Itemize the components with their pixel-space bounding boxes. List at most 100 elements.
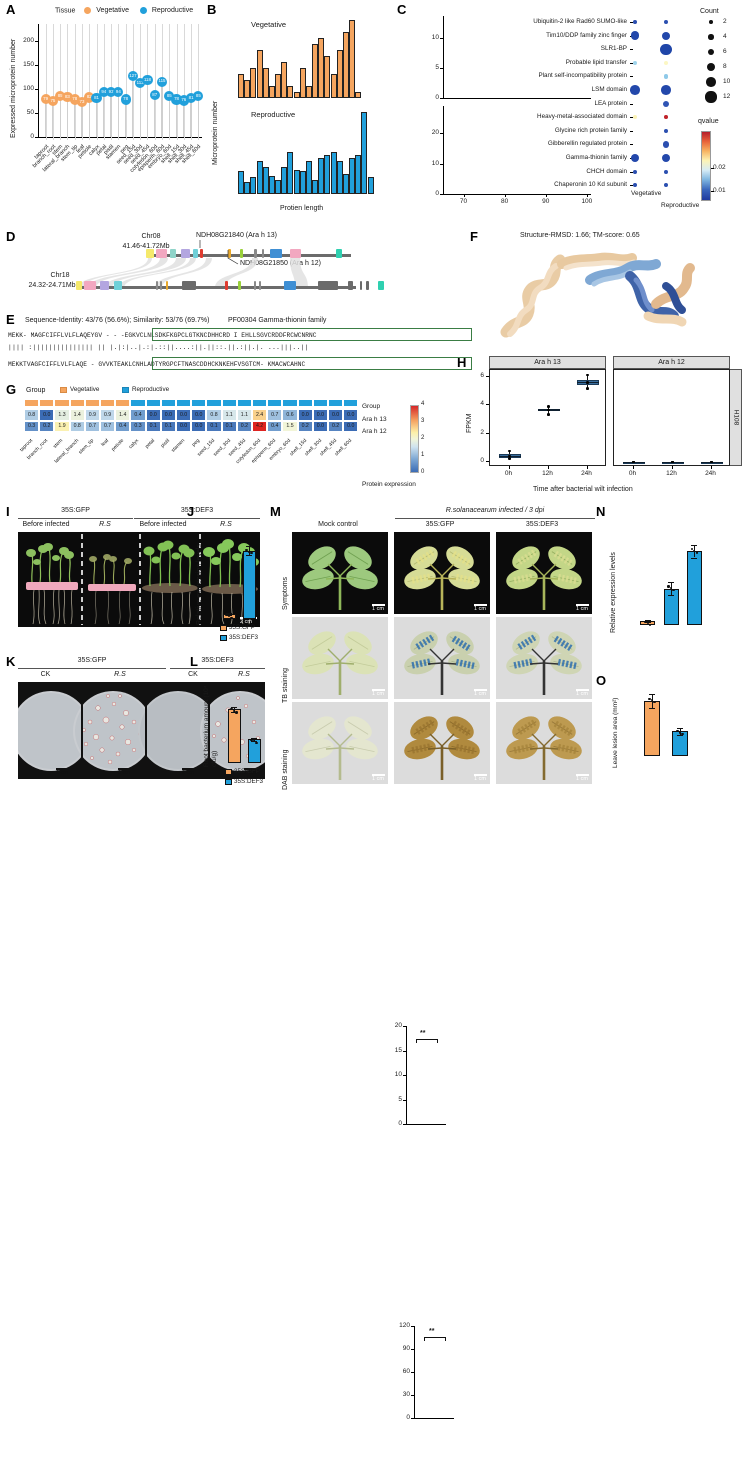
panel-b-bar [312,43,319,98]
panel-i-sub-0: Before infected [22,521,70,528]
panel-m-cell-tb-2: 1 cm [496,617,592,699]
panel-a-ytick [35,137,38,138]
panel-h-ytick [486,404,489,406]
panel-c-row-tick [630,76,633,78]
panel-c-row-12: Chaperonin 10 Kd subunit [554,181,627,189]
panel-h-xtick-label-0-0h: 0h [504,470,513,477]
panel-a-gridline [176,24,178,140]
panel-l-datapoint-0-2 [235,711,238,714]
panel-a-stem [81,101,83,137]
panel-b-ytick-label: 10 [431,159,439,167]
panel-g-scale-tick-0: 0 [421,469,425,475]
chr18-gene-6 [166,281,168,290]
panel-g-cell-1-1: 0.2 [39,420,55,432]
domain-box-top [152,328,472,341]
panel-b-yaxis [443,106,444,194]
panel-j-ytick [403,1099,406,1101]
panel-a-point-seed_15d: 127 [127,70,138,82]
panel-b-bar [330,73,337,98]
panel-g-cell-0-0: 0.8 [24,409,40,421]
panel-o-datapoint-0-0 [648,697,651,700]
panel-g-group-cell-18 [297,399,313,407]
panel-c-row-5: LSM domain [591,86,627,93]
panel-g-group-cell-9 [160,399,176,407]
panel-b-xtick-label: 70 [459,198,468,205]
panel-a-gridline [103,24,105,140]
panel-n-bar-2 [686,551,702,625]
panel-c-dot-r7-c0 [633,115,637,120]
panel-b-xaxis [443,98,591,99]
panel-j-legend-gfp: 35S:GFP [229,624,255,631]
panel-k-sub-1: R.S [114,671,126,678]
panel-o-datapoint-1-2 [681,733,684,736]
panel-c-dot-r7-c1 [664,115,668,120]
panel-l-swatch-def3 [225,779,232,785]
panel-l-ytick-label: 0 [406,1414,410,1421]
panel-b-xtick-label: 100 [581,198,593,205]
panel-a-point-lateral_branch: 83 [62,91,73,103]
panel-k-label: K [6,654,16,669]
panel-a-gridline [191,24,193,140]
panel-g-cell-1-5: 0.7 [100,420,116,432]
panel-b-ytick-label: 20 [431,129,439,137]
panel-m-cell-symptom-1: 1 cm [394,532,490,614]
panel-b-yaxis [443,16,444,98]
panel-c-row-6: LEA protein [594,99,627,107]
sequence-bottom: MEKKTVAGFCIFFLVLFLAQE - GVVKTEAKLCNHLADT… [8,361,306,368]
panel-m-scalebar-tb-1: 1 cm [474,688,487,697]
chr08-gene-4 [193,249,198,258]
panel-k-group-def3: 35S:DEF3 [201,657,234,664]
panel-b-ytick-label: 0 [435,94,439,101]
panel-a-gridline [169,24,171,140]
panel-m-cell-symptom-0: 1 cm [292,532,388,614]
panel-g-cell-1-15: 4.2 [252,420,268,432]
panel-b-bar [293,91,300,98]
panel-g-cell-1-2: 1.9 [54,420,70,432]
panel-c-dot-r0-c1 [663,19,669,25]
panel-c-count-legend-dot-4 [708,34,714,40]
panel-c-qvalue-colorbar [701,131,711,201]
panel-f-label: F [470,229,478,244]
panel-b-bar [281,166,288,194]
panel-g-cell-0-16: 0.7 [267,409,283,421]
panel-m-col-mock: Mock control [318,521,358,528]
panel-a-gridline [74,24,76,140]
panel-g-swatch-vegetative [60,387,67,393]
panel-i-label: I [6,504,10,519]
panel-j-ytick-label: 15 [394,1046,402,1054]
panel-m-leaf-dab-1 [404,716,480,780]
panel-g-group-cell-17 [282,399,298,407]
panel-n-plot-area [636,535,706,626]
panel-m-leaf-symptom-1 [404,546,480,610]
legend-swatch-reproductive [139,7,147,14]
panel-g-cell-1-18: 0.2 [297,420,313,432]
panel-g-cell-1-19: 0.0 [312,420,328,432]
panel-h-xtick [632,466,634,469]
panel-g-group-cell-14 [236,399,252,407]
panel-g-group-cell-6 [115,399,131,407]
panel-h-xtick [710,466,712,469]
panel-b-bar [336,160,343,194]
panel-l-bar-0 [227,709,241,763]
panel-j-ytick [403,1124,406,1125]
panel-a-stem [175,99,178,137]
panel-g-cell-1-4: 0.7 [84,420,100,432]
panel-a-gridline [96,24,98,140]
panel-h-xtick [547,466,549,469]
panel-a-ytick [35,112,38,114]
panel-b-bar [244,181,251,194]
panel-g-cell-1-0: 0.3 [24,420,40,432]
panel-i-photo: 2 cm [18,532,260,627]
panel-h-xtick-label-0-24h: 24h [581,470,592,477]
panel-k-plate-illustration [18,682,265,779]
panel-g-swatch-reproductive [122,387,129,393]
panel-h-point-24h-0 [586,373,589,377]
panel-j-sigbar-r [437,1039,438,1043]
legend-label-reproductive: Reproductive [151,7,194,15]
panel-g-group-cell-0 [24,399,40,407]
chr08-gene-3 [181,249,190,258]
panel-c-count-legend-label-6: 6 [723,48,727,55]
panel-n-label: N [596,504,606,519]
panel-g-cell-0-4: 0.9 [84,409,100,421]
panel-m-infection-header: R.solanacearum infected / 3 dpi [445,507,545,514]
